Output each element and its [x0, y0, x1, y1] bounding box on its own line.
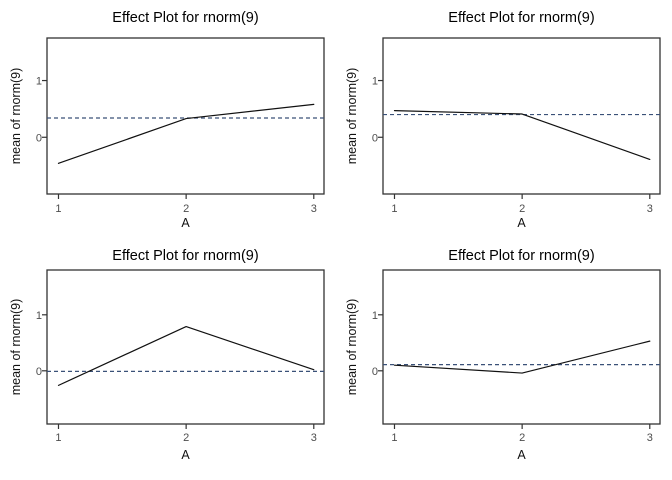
x-tick-label: 2 — [183, 203, 189, 215]
x-tick-label: 2 — [519, 203, 525, 215]
panel-border — [382, 269, 661, 425]
x-axis-label: A — [181, 216, 190, 230]
y-tick-label: 0 — [36, 366, 42, 378]
plot-title: Effect Plot for rnorm(9) — [448, 248, 594, 264]
panel-border — [46, 37, 325, 195]
y-tick-label: 1 — [36, 76, 42, 88]
y-tick-label: 1 — [372, 76, 378, 88]
plot-title: Effect Plot for rnorm(9) — [112, 248, 258, 264]
x-axis-label: A — [181, 448, 190, 462]
effect-line — [393, 110, 651, 160]
effect-line — [57, 325, 315, 386]
panel-border — [382, 37, 661, 195]
y-tick-label: 0 — [372, 132, 378, 144]
effect-line — [57, 103, 315, 164]
x-tick-label: 3 — [311, 432, 317, 444]
effect-line — [393, 340, 651, 374]
x-tick-label: 1 — [55, 203, 61, 215]
plot-title: Effect Plot for rnorm(9) — [112, 10, 258, 26]
y-axis-label: mean of rnorm(9) — [9, 68, 23, 165]
y-tick-label: 0 — [372, 366, 378, 378]
y-axis-label: mean of rnorm(9) — [9, 299, 23, 396]
x-tick-label: 1 — [391, 432, 397, 444]
y-axis-label: mean of rnorm(9) — [345, 68, 359, 165]
x-tick-label: 2 — [183, 432, 189, 444]
x-axis-label: A — [517, 448, 526, 462]
x-tick-label: 1 — [55, 432, 61, 444]
plot-title: Effect Plot for rnorm(9) — [448, 10, 594, 26]
y-axis-label: mean of rnorm(9) — [345, 299, 359, 396]
y-tick-label: 1 — [372, 310, 378, 322]
y-tick-label: 1 — [36, 310, 42, 322]
x-tick-label: 3 — [311, 203, 317, 215]
panel-border — [46, 269, 325, 425]
y-tick-label: 0 — [36, 132, 42, 144]
x-tick-label: 2 — [519, 432, 525, 444]
x-tick-label: 3 — [647, 203, 653, 215]
x-tick-label: 3 — [647, 432, 653, 444]
x-tick-label: 1 — [391, 203, 397, 215]
x-axis-label: A — [517, 216, 526, 230]
